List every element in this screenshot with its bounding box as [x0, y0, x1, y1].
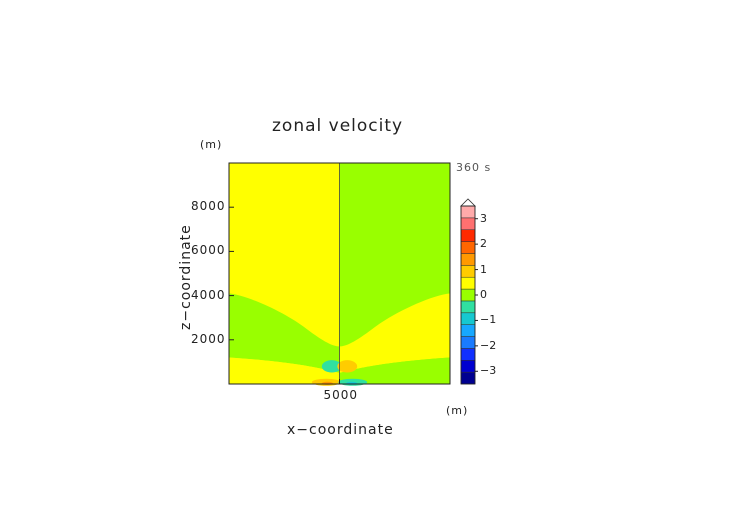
colorbar-swatch — [460, 276, 476, 290]
time-label: 360 s — [456, 161, 492, 174]
y-axis-label: z−coordinate — [178, 224, 194, 330]
colorbar-swatch — [460, 324, 476, 337]
colorbar-swatch — [460, 300, 476, 314]
colorbar-tick-label: 2 — [480, 237, 487, 251]
colorbar-swatch — [460, 360, 476, 373]
colorbar-tick-label: −2 — [480, 338, 497, 352]
region-left-lower-band — [229, 293, 340, 373]
colorbar-swatch — [460, 241, 476, 254]
colorbar-tick-label: −1 — [480, 313, 497, 327]
colorbar-swatch — [460, 336, 476, 349]
plot-layer — [228, 162, 451, 386]
colorbar-extend-arrow — [460, 198, 476, 207]
axis-ticks — [229, 206, 340, 384]
colorbar-swatch — [460, 205, 476, 219]
y-tick-label: 4000 — [191, 287, 226, 302]
y-tick-label: 6000 — [191, 243, 226, 258]
y-tick-label: 8000 — [191, 199, 226, 214]
colorbar-tick-label: 0 — [480, 288, 487, 301]
colorbar-tick-label: 3 — [480, 211, 487, 225]
region-cyan-cell — [321, 360, 342, 373]
colorbar-swatch — [460, 348, 476, 361]
region-surface-left — [229, 357, 340, 384]
colorbar-swatch — [460, 265, 476, 278]
colorbar-swatch — [460, 253, 476, 266]
colorbar-tick-label: 1 — [480, 262, 487, 276]
colorbar-swatch — [460, 288, 476, 302]
colorbar-swatch — [460, 229, 476, 242]
colorbar — [460, 198, 478, 385]
colorbar-swatch — [460, 312, 476, 325]
x-tick-label: 5000 — [323, 388, 359, 402]
chart-title: zonal velocity — [272, 116, 404, 136]
region-right-lower-band — [339, 293, 450, 373]
region-orange-cell — [337, 360, 358, 373]
colorbar-swatch — [460, 371, 476, 385]
colorbar-tick-label: −3 — [480, 364, 497, 378]
y-unit-label: (m) — [200, 138, 223, 151]
colorbar-swatch — [460, 217, 476, 230]
x-axis-label: x−coordinate — [287, 422, 394, 438]
y-tick-label: 2000 — [191, 331, 226, 346]
x-unit-label: (m) — [446, 404, 469, 417]
region-surface-right — [339, 357, 450, 384]
